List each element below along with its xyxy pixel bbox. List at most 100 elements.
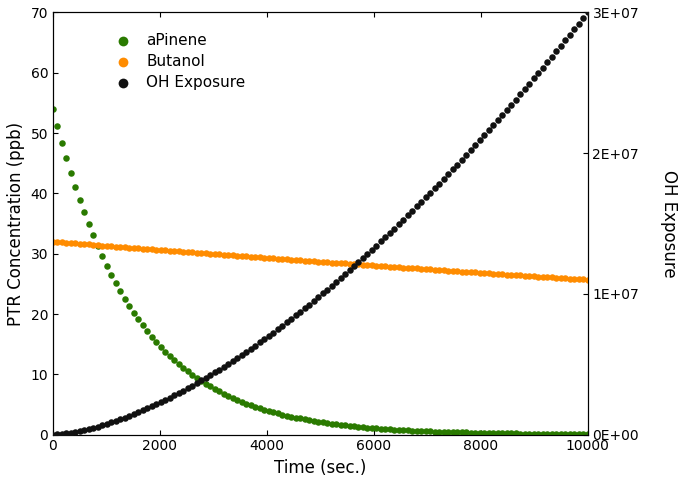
Butanol bbox=[375, 262, 386, 270]
aPinene bbox=[384, 425, 395, 433]
Butanol bbox=[331, 259, 342, 267]
aPinene bbox=[344, 422, 355, 430]
Butanol bbox=[438, 266, 449, 274]
aPinene bbox=[465, 429, 476, 437]
OH Exposure bbox=[528, 75, 539, 82]
aPinene bbox=[524, 430, 535, 438]
Butanol bbox=[524, 272, 535, 280]
aPinene bbox=[173, 360, 184, 368]
aPinene bbox=[456, 428, 467, 436]
OH Exposure bbox=[560, 37, 571, 45]
Butanol bbox=[84, 241, 95, 248]
X-axis label: Time (sec.): Time (sec.) bbox=[274, 459, 366, 477]
Butanol bbox=[501, 271, 512, 278]
Butanol bbox=[335, 259, 346, 267]
Butanol bbox=[52, 238, 63, 246]
Butanol bbox=[259, 254, 270, 261]
aPinene bbox=[249, 403, 260, 410]
OH Exposure bbox=[425, 189, 436, 197]
aPinene bbox=[178, 364, 189, 372]
Butanol bbox=[542, 273, 553, 281]
Butanol bbox=[421, 265, 432, 273]
Butanol bbox=[281, 256, 292, 263]
Butanol bbox=[196, 249, 207, 257]
Butanol bbox=[178, 248, 189, 256]
OH Exposure bbox=[124, 412, 135, 420]
OH Exposure bbox=[173, 389, 184, 397]
aPinene bbox=[205, 383, 216, 391]
aPinene bbox=[84, 220, 95, 228]
aPinene bbox=[209, 385, 220, 393]
aPinene bbox=[52, 122, 63, 130]
aPinene bbox=[353, 423, 364, 431]
Butanol bbox=[115, 243, 126, 251]
OH Exposure bbox=[484, 126, 495, 134]
aPinene bbox=[200, 380, 211, 388]
aPinene bbox=[308, 417, 319, 425]
aPinene bbox=[514, 430, 525, 438]
Butanol bbox=[560, 274, 571, 282]
Legend: aPinene, Butanol, OH Exposure: aPinene, Butanol, OH Exposure bbox=[103, 29, 250, 95]
OH Exposure bbox=[142, 405, 153, 412]
aPinene bbox=[219, 390, 229, 398]
Butanol bbox=[56, 239, 67, 246]
OH Exposure bbox=[240, 348, 251, 356]
aPinene bbox=[286, 413, 297, 421]
Butanol bbox=[214, 251, 225, 258]
OH Exposure bbox=[219, 363, 229, 371]
aPinene bbox=[362, 424, 373, 431]
OH Exposure bbox=[187, 382, 198, 390]
Butanol bbox=[268, 255, 279, 262]
Butanol bbox=[577, 275, 588, 283]
aPinene bbox=[402, 426, 413, 434]
Butanol bbox=[191, 249, 202, 257]
OH Exposure bbox=[564, 31, 575, 39]
OH Exposure bbox=[119, 414, 130, 422]
aPinene bbox=[142, 327, 153, 335]
Butanol bbox=[303, 257, 314, 265]
aPinene bbox=[484, 429, 495, 437]
OH Exposure bbox=[326, 282, 337, 290]
OH Exposure bbox=[474, 136, 485, 144]
OH Exposure bbox=[470, 141, 481, 149]
aPinene bbox=[326, 420, 337, 427]
Butanol bbox=[147, 245, 158, 253]
OH Exposure bbox=[546, 53, 557, 61]
OH Exposure bbox=[555, 42, 566, 50]
OH Exposure bbox=[75, 427, 86, 435]
aPinene bbox=[366, 424, 377, 432]
OH Exposure bbox=[205, 371, 216, 379]
aPinene bbox=[303, 416, 314, 424]
OH Exposure bbox=[501, 106, 512, 114]
aPinene bbox=[240, 400, 251, 408]
aPinene bbox=[474, 429, 485, 437]
Butanol bbox=[97, 242, 108, 249]
Butanol bbox=[340, 259, 351, 267]
Butanol bbox=[182, 248, 193, 256]
OH Exposure bbox=[317, 289, 328, 297]
OH Exposure bbox=[79, 426, 90, 434]
OH Exposure bbox=[182, 384, 193, 392]
Y-axis label: OH Exposure: OH Exposure bbox=[660, 170, 678, 277]
Butanol bbox=[61, 239, 72, 246]
Butanol bbox=[164, 247, 175, 255]
Butanol bbox=[209, 250, 220, 258]
aPinene bbox=[497, 429, 508, 437]
Butanol bbox=[142, 245, 153, 253]
Butanol bbox=[263, 254, 274, 262]
Butanol bbox=[312, 257, 323, 265]
aPinene bbox=[380, 425, 391, 433]
OH Exposure bbox=[366, 246, 377, 254]
Butanol bbox=[582, 276, 593, 284]
OH Exposure bbox=[263, 332, 274, 340]
Butanol bbox=[528, 272, 539, 280]
Butanol bbox=[200, 250, 211, 257]
aPinene bbox=[164, 352, 175, 360]
Butanol bbox=[493, 270, 503, 278]
Butanol bbox=[398, 264, 409, 272]
OH Exposure bbox=[380, 233, 391, 241]
OH Exposure bbox=[286, 315, 297, 323]
Butanol bbox=[474, 269, 485, 276]
OH Exposure bbox=[110, 417, 121, 425]
aPinene bbox=[254, 404, 265, 412]
